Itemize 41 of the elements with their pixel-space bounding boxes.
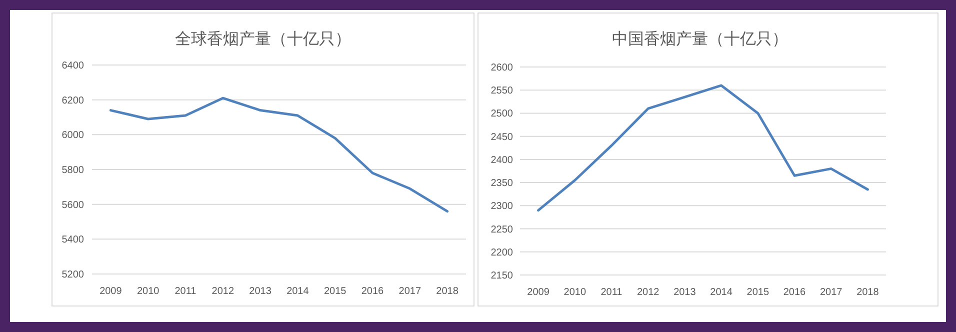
y-tick-label: 2250 xyxy=(490,224,514,236)
y-tick-label: 6200 xyxy=(62,95,84,106)
x-tick-label: 2010 xyxy=(564,287,586,298)
x-tick-label: 2012 xyxy=(636,287,660,298)
x-tick-label: 2009 xyxy=(527,287,550,298)
y-tick-label: 6400 xyxy=(62,60,84,72)
y-tick-label: 2300 xyxy=(490,201,514,212)
x-tick-label: 2018 xyxy=(436,286,459,297)
y-tick-label: 5600 xyxy=(62,200,84,211)
x-tick-label: 2013 xyxy=(674,287,696,298)
x-tick-label: 2009 xyxy=(100,286,122,297)
line-series xyxy=(109,96,449,213)
y-tick-label: 5400 xyxy=(62,234,84,246)
x-tick-label: 2014 xyxy=(710,287,733,298)
x-tick-label: 2013 xyxy=(249,286,272,297)
x-tick-label: 2011 xyxy=(174,286,197,297)
y-tick-label: 5800 xyxy=(62,165,84,176)
x-tick-label: 2015 xyxy=(746,287,770,298)
y-tick-label: 2550 xyxy=(490,86,514,97)
y-tick-label: 6000 xyxy=(62,130,84,142)
x-tick-label: 2017 xyxy=(398,286,422,297)
x-tick-label: 2016 xyxy=(361,286,384,297)
y-tick-label: 5200 xyxy=(62,270,84,280)
x-tick-label: 2017 xyxy=(820,287,843,298)
x-tick-label: 2010 xyxy=(136,286,160,297)
y-tick-label: 2350 xyxy=(490,178,514,190)
x-tick-label: 2018 xyxy=(856,287,880,298)
y-tick-label: 2400 xyxy=(490,154,514,166)
y-tick-label: 2150 xyxy=(490,270,514,282)
x-tick-label: 2015 xyxy=(324,286,347,297)
line-series xyxy=(537,84,869,212)
x-tick-label: 2014 xyxy=(286,286,310,297)
x-tick-label: 2016 xyxy=(783,287,806,298)
y-tick-label: 2200 xyxy=(490,247,514,258)
y-tick-label: 2450 xyxy=(490,132,514,143)
y-tick-label: 2600 xyxy=(490,62,514,74)
x-tick-label: 2011 xyxy=(600,287,623,298)
y-tick-label: 2500 xyxy=(490,108,514,120)
chart-title: 全球香烟产量（十亿只） xyxy=(175,30,351,48)
chart-title: 中国香烟产量（十亿只） xyxy=(612,30,788,48)
x-tick-label: 2012 xyxy=(212,286,234,297)
